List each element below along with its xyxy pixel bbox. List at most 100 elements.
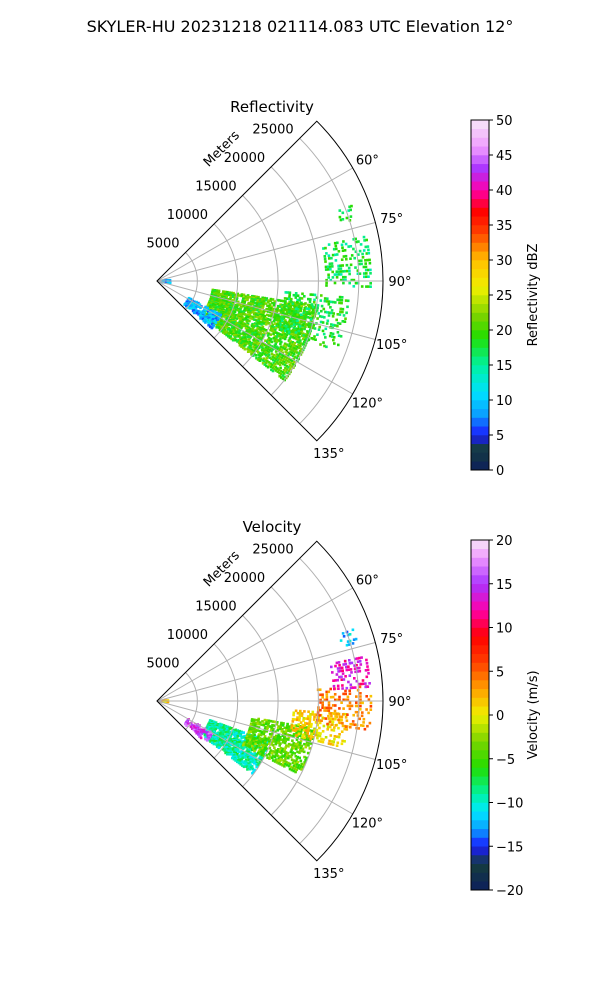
velocity-echo-pixel (331, 671, 334, 674)
reflectivity-echo-pixel (262, 310, 266, 314)
velocity-echo-pixel (197, 733, 200, 736)
reflectivity-echo-pixel (302, 343, 305, 346)
velocity-echo-pixel (359, 708, 362, 711)
reflectivity-echo-pixel (308, 323, 311, 326)
velocity-echo-pixel (357, 727, 360, 730)
velocity-echo-pixel (356, 670, 359, 673)
velocity-echo-pixel (284, 739, 287, 743)
reflectivity-echo-pixel (339, 267, 343, 270)
velocity-echo-pixel (290, 724, 294, 727)
velocity-echo-pixel (277, 757, 281, 760)
reflectivity-echo-pixel (296, 304, 299, 307)
velocity-echo-pixel (257, 740, 261, 743)
reflectivity-echo-pixel (300, 305, 303, 308)
velocity-echo-pixel (236, 760, 239, 764)
velocity-echo-pixel (280, 756, 283, 759)
reflectivity-echo-pixel (263, 363, 267, 366)
velocity-echo-pixel (341, 713, 345, 716)
velocity-echo-pixel (262, 750, 265, 753)
reflectivity-echo-pixel (273, 330, 276, 334)
reflectivity-echo-pixel (259, 297, 262, 301)
velocity-radial-tick-label: 25000 (252, 542, 293, 557)
reflectivity-colorbar-segment (471, 172, 489, 182)
reflectivity-echo-pixel (314, 303, 318, 307)
reflectivity-echo-pixel (261, 351, 265, 355)
reflectivity-echo-pixel (265, 349, 269, 352)
reflectivity-echo-pixel (236, 308, 240, 312)
velocity-echo-pixel (353, 723, 357, 726)
reflectivity-echo-pixel (337, 334, 341, 337)
velocity-echo-pixel (334, 698, 337, 702)
reflectivity-echo-pixel (291, 363, 295, 366)
reflectivity-echo-pixel (265, 309, 268, 313)
reflectivity-colorbar-segment (471, 408, 489, 418)
reflectivity-echo-pixel (255, 319, 258, 322)
reflectivity-echo-pixel (322, 247, 325, 250)
reflectivity-echo-pixel (244, 335, 247, 339)
reflectivity-echo-pixel (240, 303, 244, 306)
reflectivity-echo-pixel (271, 301, 274, 305)
reflectivity-echo-pixel (247, 316, 250, 319)
reflectivity-azimuth-line (156, 222, 376, 282)
velocity-echo-pixel (348, 707, 352, 711)
velocity-echo-pixel (258, 721, 262, 724)
velocity-echo-pixel (259, 755, 262, 758)
reflectivity-echo-pixel (244, 323, 247, 326)
reflectivity-echo-pixel (209, 298, 212, 301)
reflectivity-echo-pixel (266, 338, 270, 342)
reflectivity-echo-pixel (338, 209, 342, 212)
velocity-echo-pixel (275, 740, 278, 744)
reflectivity-echo-pixel (342, 240, 345, 243)
reflectivity-colorbar-segment (471, 225, 489, 235)
reflectivity-echo-pixel (307, 297, 310, 301)
reflectivity-echo-pixel (299, 339, 302, 342)
reflectivity-echo-pixel (281, 331, 285, 335)
velocity-echo-pixel (298, 734, 302, 737)
reflectivity-echo-pixel (287, 297, 291, 301)
reflectivity-colorbar-tick-label: 5 (496, 429, 504, 444)
reflectivity-echo-pixel (347, 209, 350, 212)
reflectivity-echo-pixel (210, 319, 214, 323)
reflectivity-echo-pixel (327, 276, 330, 279)
reflectivity-echo-pixel (355, 240, 358, 244)
velocity-echo-pixel (253, 718, 256, 722)
reflectivity-echo-pixel (251, 326, 255, 330)
velocity-echo-pixel (249, 725, 252, 729)
reflectivity-echo-pixel (313, 298, 316, 302)
reflectivity-radial-tick-label: 20000 (224, 151, 265, 166)
reflectivity-echo-pixel (243, 299, 247, 302)
reflectivity-echo-pixel (291, 336, 294, 339)
velocity-echo-pixel (237, 750, 241, 753)
velocity-echo-pixel (280, 721, 283, 725)
velocity-echo-pixel (300, 714, 304, 718)
reflectivity-echo-pixel (277, 362, 280, 365)
velocity-echo-pixel (349, 686, 353, 690)
reflectivity-echo-pixel (262, 350, 266, 353)
velocity-echo-pixel (290, 734, 293, 738)
velocity-echo-pixel (302, 737, 305, 741)
reflectivity-echo-pixel (279, 342, 282, 346)
velocity-echo-pixel (254, 723, 257, 727)
velocity-echo-pixel (249, 730, 253, 734)
reflectivity-echo-pixel (233, 310, 237, 314)
reflectivity-echo-pixel (297, 316, 301, 319)
reflectivity-echo-pixel (186, 298, 190, 302)
reflectivity-echo-pixel (291, 346, 294, 349)
reflectivity-echo-pixel (342, 278, 345, 282)
reflectivity-echo-pixel (270, 368, 273, 372)
velocity-echo-pixel (303, 710, 306, 713)
velocity-echo-pixel (253, 752, 257, 755)
reflectivity-echo-pixel (340, 298, 344, 302)
reflectivity-echo-pixel (275, 361, 278, 364)
reflectivity-echo-pixel (257, 325, 260, 329)
reflectivity-echo-pixel (198, 314, 202, 317)
velocity-echo-pixel (283, 737, 286, 740)
reflectivity-echo-pixel (345, 311, 348, 315)
velocity-echo-pixel (260, 743, 264, 747)
velocity-echo-pixel (280, 738, 283, 741)
reflectivity-echo-pixel (288, 291, 292, 294)
reflectivity-echo-pixel (312, 316, 315, 319)
reflectivity-colorbar-segment (471, 347, 489, 357)
velocity-echo-pixel (310, 733, 314, 736)
reflectivity-echo-pixel (282, 310, 285, 313)
